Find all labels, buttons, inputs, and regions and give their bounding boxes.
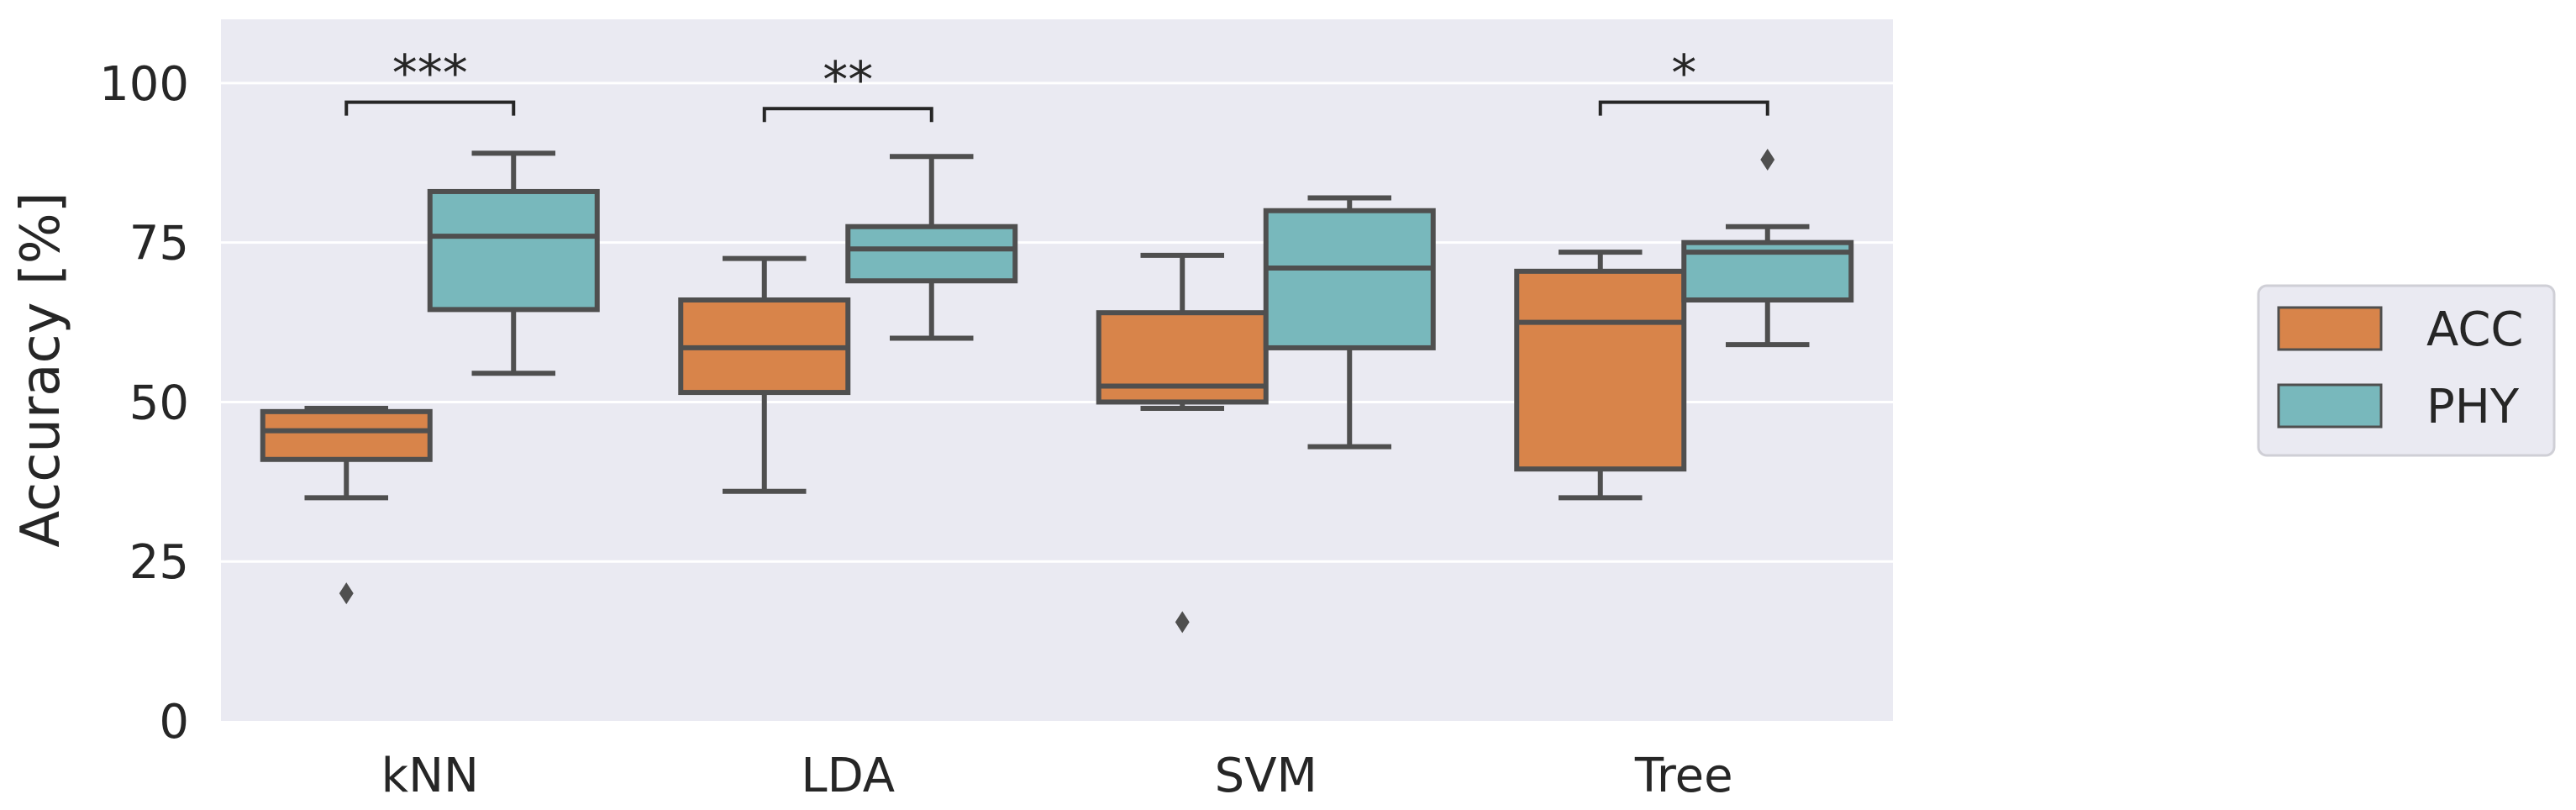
legend: ACC PHY [2257,284,2556,457]
legend-swatch-acc [2277,306,2383,351]
significance-label: * [1671,45,1696,103]
outlier-point [1760,149,1775,171]
x-tick-label: kNN [381,749,479,803]
x-axis-ticks: kNN LDA SVM Tree [381,749,1733,803]
box-iqr [427,188,600,313]
box-acc-tree [1514,250,1687,501]
box-iqr [1514,268,1687,472]
x-tick-label: Tree [1634,749,1733,803]
y-tick-label: 50 [129,376,189,430]
box-phy-tree [1681,149,1854,348]
x-tick-label: LDA [801,749,895,803]
y-axis-label: Accuracy [%] [10,192,72,547]
significance-annotations: *** ** * [344,45,1769,123]
significance-label: *** [392,45,468,103]
significance-bracket [762,107,933,123]
legend-label-acc: ACC [2426,302,2524,357]
significance-bracket [344,100,516,116]
box-acc-svm [1096,252,1269,634]
outlier-point [1175,611,1190,634]
significance-lda: ** [762,50,933,123]
box-acc-knn [260,406,433,605]
significance-label: ** [823,50,873,109]
y-tick-label: 75 [129,217,189,271]
box-series [260,149,1854,634]
box-iqr [1096,310,1269,405]
significance-tree: * [1598,45,1769,116]
legend-swatch-phy [2277,383,2383,429]
box-iqr [845,224,1018,284]
box-phy-lda [845,154,1018,341]
y-tick-label: 0 [159,695,189,750]
legend-label-phy: PHY [2426,380,2520,434]
box-acc-lda [678,255,851,494]
significance-knn: *** [344,45,516,116]
box-iqr [1263,208,1436,350]
outlier-point [339,582,354,605]
x-tick-label: SVM [1215,749,1317,803]
box-phy-knn [427,150,600,376]
y-tick-label: 25 [129,535,189,590]
y-axis-ticks: 0 25 50 75 100 [99,57,189,750]
y-tick-label: 100 [99,57,189,112]
box-phy-svm [1263,195,1436,450]
significance-bracket [1598,100,1769,116]
box-iqr [260,408,433,462]
